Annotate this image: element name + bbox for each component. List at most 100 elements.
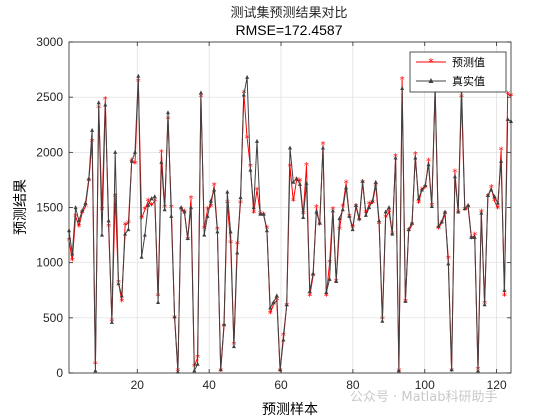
data-point-predicted: * bbox=[251, 209, 256, 220]
data-point-actual bbox=[367, 205, 372, 210]
data-point-predicted: * bbox=[278, 366, 283, 377]
data-point-actual bbox=[288, 145, 292, 150]
data-point-actual bbox=[330, 208, 335, 213]
data-point-actual bbox=[439, 219, 444, 224]
data-point-predicted: * bbox=[103, 95, 108, 106]
data-point-predicted: * bbox=[337, 225, 342, 236]
data-point-predicted: * bbox=[505, 89, 510, 100]
data-point-actual bbox=[264, 228, 269, 233]
data-point-actual bbox=[350, 227, 355, 232]
data-point-actual bbox=[324, 290, 329, 295]
data-point-actual bbox=[410, 220, 415, 225]
data-point-predicted: * bbox=[291, 196, 296, 207]
data-point-actual bbox=[205, 213, 210, 218]
data-point-actual bbox=[304, 180, 309, 185]
data-point-actual bbox=[502, 287, 507, 292]
data-point-predicted: * bbox=[304, 161, 309, 172]
data-point-actual bbox=[179, 205, 184, 210]
chart-subtitle-rmse: RMSE=172.4587 bbox=[235, 22, 342, 38]
data-point-predicted: * bbox=[208, 202, 213, 213]
data-point-actual bbox=[370, 198, 375, 203]
data-point-actual bbox=[419, 187, 424, 192]
data-point-actual bbox=[225, 189, 230, 194]
data-point-predicted: * bbox=[73, 212, 78, 223]
data-point-predicted: * bbox=[268, 309, 273, 320]
data-point-actual bbox=[192, 368, 197, 373]
data-point-actual bbox=[311, 271, 316, 276]
x-tick-label: 120 bbox=[487, 378, 507, 392]
data-point-predicted: * bbox=[255, 185, 260, 196]
data-point-actual bbox=[152, 194, 157, 199]
data-point-actual bbox=[103, 102, 108, 107]
data-point-predicted: * bbox=[113, 192, 118, 203]
data-point-actual bbox=[476, 368, 481, 373]
data-point-actual bbox=[347, 213, 352, 218]
data-point-predicted: * bbox=[469, 234, 474, 245]
data-point-actual bbox=[235, 250, 240, 255]
data-point-actual bbox=[449, 367, 454, 372]
data-point-actual bbox=[314, 209, 319, 214]
data-point-predicted: * bbox=[123, 221, 128, 232]
data-point-actual bbox=[119, 293, 124, 298]
data-point-predicted: * bbox=[83, 202, 88, 213]
data-point-actual bbox=[251, 205, 256, 210]
data-point-actual bbox=[185, 235, 190, 240]
data-point-actual bbox=[70, 251, 75, 256]
y-tick-label: 0 bbox=[56, 366, 63, 380]
data-point-actual bbox=[109, 319, 114, 324]
data-point-actual bbox=[360, 178, 365, 183]
data-point-actual bbox=[132, 149, 137, 154]
x-tick-label: 40 bbox=[202, 378, 216, 392]
watermark-text: 公众号 · Matlab科研助手 bbox=[350, 390, 498, 405]
data-point-actual bbox=[93, 368, 98, 373]
data-point-actual bbox=[436, 223, 441, 228]
data-point-predicted: * bbox=[205, 205, 210, 216]
data-point-actual bbox=[357, 216, 362, 221]
data-point-actual bbox=[380, 318, 385, 323]
data-point-actual bbox=[413, 155, 418, 160]
data-point-actual bbox=[129, 158, 134, 163]
data-point-actual bbox=[495, 200, 500, 205]
data-point-actual bbox=[99, 232, 104, 237]
data-point-actual bbox=[472, 234, 477, 239]
data-point-actual bbox=[334, 279, 339, 284]
data-point-actual bbox=[307, 288, 312, 293]
x-tick-label: 60 bbox=[274, 378, 288, 392]
data-point-actual bbox=[172, 314, 177, 319]
data-point-actual bbox=[426, 162, 431, 167]
data-point-actual bbox=[363, 212, 368, 217]
data-point-actual bbox=[182, 209, 187, 214]
data-point-actual bbox=[505, 116, 510, 121]
data-point-predicted: * bbox=[307, 291, 312, 302]
y-tick-label: 2500 bbox=[36, 90, 63, 104]
data-point-predicted: * bbox=[311, 271, 316, 282]
data-point-predicted: * bbox=[294, 175, 299, 186]
data-point-actual bbox=[162, 207, 167, 212]
data-point-predicted: * bbox=[462, 205, 467, 216]
data-point-actual bbox=[377, 218, 382, 223]
data-point-actual bbox=[452, 174, 457, 179]
data-point-actual bbox=[393, 155, 398, 160]
data-point-actual bbox=[406, 227, 411, 232]
data-point-actual bbox=[90, 127, 95, 132]
data-point-actual bbox=[284, 302, 289, 307]
data-point-actual bbox=[373, 179, 378, 184]
data-point-actual bbox=[446, 261, 451, 266]
data-point-actual bbox=[297, 181, 302, 186]
data-point-actual bbox=[218, 367, 223, 372]
data-point-predicted: * bbox=[324, 291, 329, 302]
data-point-actual bbox=[228, 229, 233, 234]
data-point-actual bbox=[83, 200, 88, 205]
data-point-actual bbox=[202, 232, 207, 237]
y-tick-label: 3000 bbox=[36, 35, 63, 49]
legend: * 预测值 真实值 bbox=[409, 51, 507, 93]
data-point-actual bbox=[175, 369, 180, 374]
data-point-predicted: * bbox=[370, 199, 375, 210]
data-point-actual bbox=[136, 73, 141, 78]
data-point-predicted: * bbox=[70, 256, 75, 267]
data-point-actual bbox=[466, 202, 471, 207]
data-point-predicted: * bbox=[502, 291, 507, 302]
data-point-actual bbox=[320, 145, 325, 150]
data-point-predicted: * bbox=[314, 203, 319, 214]
